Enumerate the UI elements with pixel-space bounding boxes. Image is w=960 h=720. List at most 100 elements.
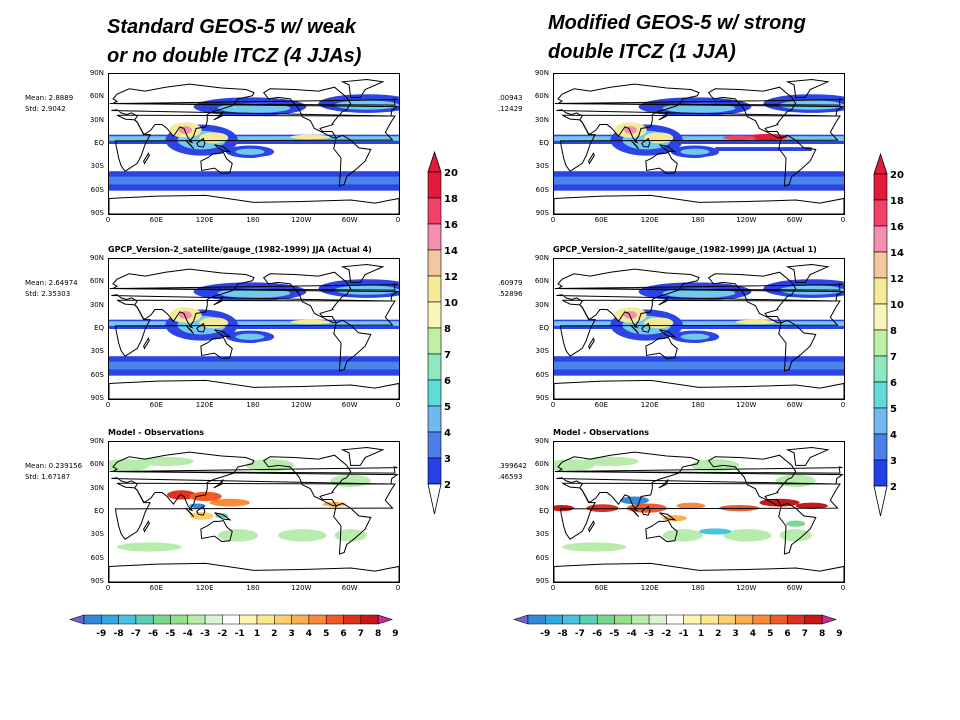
colorbar-tick-label: 8	[890, 326, 897, 337]
colorbar-tick-label: 6	[444, 376, 451, 387]
latitude-label: EQ	[539, 139, 549, 147]
longitude-label: 0	[395, 584, 401, 592]
latitude-label: 90N	[534, 437, 549, 445]
latitude-label: EQ	[94, 507, 104, 515]
longitude-label: 0	[550, 216, 556, 224]
colorbar-tick-label: 2	[715, 629, 721, 639]
right-precip-colorbar: 20 18 16 14 12 10 8 7 6 5 4 3 2	[873, 152, 904, 517]
longitude-label: 0	[840, 216, 846, 224]
colorbar-tick-label: -8	[558, 629, 568, 639]
colorbar-tick-label: 12	[444, 272, 458, 283]
colorbar-swatch	[718, 614, 736, 625]
colorbar-tick-label: -3	[200, 629, 210, 639]
colorbar-tick-label: 6	[784, 629, 790, 639]
colorbar-tick-label: 18	[890, 196, 904, 207]
longitude-label: 120E	[195, 216, 214, 224]
longitude-label: 60E	[149, 584, 163, 592]
colorbar-tick-label: 12	[890, 274, 904, 285]
longitude-label: 60E	[149, 216, 163, 224]
colorbar-swatch	[170, 614, 189, 625]
latitude-label: 90S	[535, 394, 549, 402]
colorbar-swatch	[873, 173, 888, 201]
colorbar-swatch	[135, 614, 154, 625]
latitude-label: 30N	[89, 115, 104, 124]
colorbar-swatch	[360, 614, 379, 625]
colorbar-swatch	[427, 405, 442, 433]
longitude-label: 0	[550, 584, 556, 592]
colorbar-tick-label: 8	[444, 324, 451, 335]
colorbar-swatch	[873, 277, 888, 305]
colorbar-swatch	[256, 614, 275, 625]
latitude-label: 90N	[534, 254, 549, 262]
latitude-label: 60S	[90, 553, 104, 562]
right-title-line-1: Modified GEOS-5 w/ strong	[548, 12, 806, 34]
colorbar-swatch	[427, 457, 442, 485]
colorbar-swatch	[427, 379, 442, 407]
colorbar-swatch	[873, 381, 888, 409]
latitude-label: EQ	[94, 139, 104, 147]
colorbar-swatch	[873, 355, 888, 383]
longitude-label: 60W	[786, 584, 803, 592]
colorbar-tick-label: -5	[610, 629, 620, 639]
panel-title: GPCP_Version-2_satellite/gauge_(1982-199…	[553, 245, 817, 254]
colorbar-swatch	[769, 614, 788, 625]
latitude-label: EQ	[94, 324, 104, 332]
colorbar-tick-label: -9	[540, 629, 550, 639]
world-map	[108, 441, 400, 583]
colorbar-tick-label: 16	[890, 222, 904, 233]
latitude-label: 60N	[534, 460, 549, 469]
colorbar-tick-label: -1	[235, 629, 245, 639]
longitude-label: 180	[691, 401, 705, 409]
longitude-label: 60E	[594, 584, 608, 592]
panel-statistics: Mean: 0.239156 Std: 1.67187	[25, 462, 83, 481]
colorbar-top-arrow	[427, 150, 442, 173]
colorbar-tick-label: 7	[802, 629, 808, 639]
colorbar-tick-label: 20	[444, 168, 458, 179]
latitude-label: 90S	[90, 577, 104, 585]
latitude-label: EQ	[539, 324, 549, 332]
colorbar-swatch	[308, 614, 327, 625]
colorbar-tick-label: 9	[392, 629, 398, 639]
longitude-label: 60W	[341, 401, 358, 409]
colorbar-swatch	[527, 614, 546, 625]
latitude-label: 30N	[89, 483, 104, 492]
longitude-label: 60W	[341, 216, 358, 224]
colorbar-swatch	[118, 614, 137, 625]
colorbar-tick-label: 16	[444, 220, 458, 231]
longitude-label: 60E	[594, 401, 608, 409]
longitude-label: 60W	[341, 584, 358, 592]
latitude-label: 90S	[90, 394, 104, 402]
colorbar-tick-label: -4	[627, 629, 637, 639]
latitude-label: 90N	[89, 69, 104, 77]
longitude-label: 120E	[195, 584, 214, 592]
longitude-label: 120W	[291, 584, 312, 592]
colorbar-tick-label: 6	[890, 378, 897, 389]
longitude-label: 120W	[291, 216, 312, 224]
colorbar-swatch	[787, 614, 806, 625]
latitude-label: 60S	[90, 370, 104, 379]
longitude-label: 180	[246, 584, 260, 592]
colorbar-tick-label: 2	[890, 482, 897, 493]
colorbar-tick-label: -7	[131, 629, 141, 639]
colorbar-left-arrow	[513, 614, 529, 625]
panel-statistics: Mean: 2.64974 Std: 2.35303	[25, 279, 78, 298]
colorbar-bottom-arrow	[873, 485, 888, 517]
colorbar-tick-label: -9	[96, 629, 106, 639]
longitude-label: 180	[246, 216, 260, 224]
colorbar-tick-label: 4	[750, 629, 756, 639]
latitude-label: 60S	[535, 185, 549, 194]
colorbar-top-arrow	[873, 152, 888, 175]
colorbar-tick-label: -3	[644, 629, 654, 639]
right-difference-colorbar: -9 -8 -7 -6 -5 -4 -3 -2 -1 1 2 3 4 5 6 7 8 9	[513, 614, 843, 639]
latitude-label: 30N	[534, 483, 549, 492]
colorbar-tick-label: -8	[114, 629, 124, 639]
latitude-label: EQ	[539, 507, 549, 515]
panel-statistics: .399642 .46593	[498, 462, 527, 481]
colorbar-swatch	[204, 614, 223, 625]
longitude-label: 0	[840, 584, 846, 592]
colorbar-tick-label: -2	[661, 629, 671, 639]
colorbar-left-arrow	[69, 614, 85, 625]
latitude-label: 60S	[535, 370, 549, 379]
colorbar-swatch	[83, 614, 102, 625]
colorbar-swatch	[427, 197, 442, 225]
